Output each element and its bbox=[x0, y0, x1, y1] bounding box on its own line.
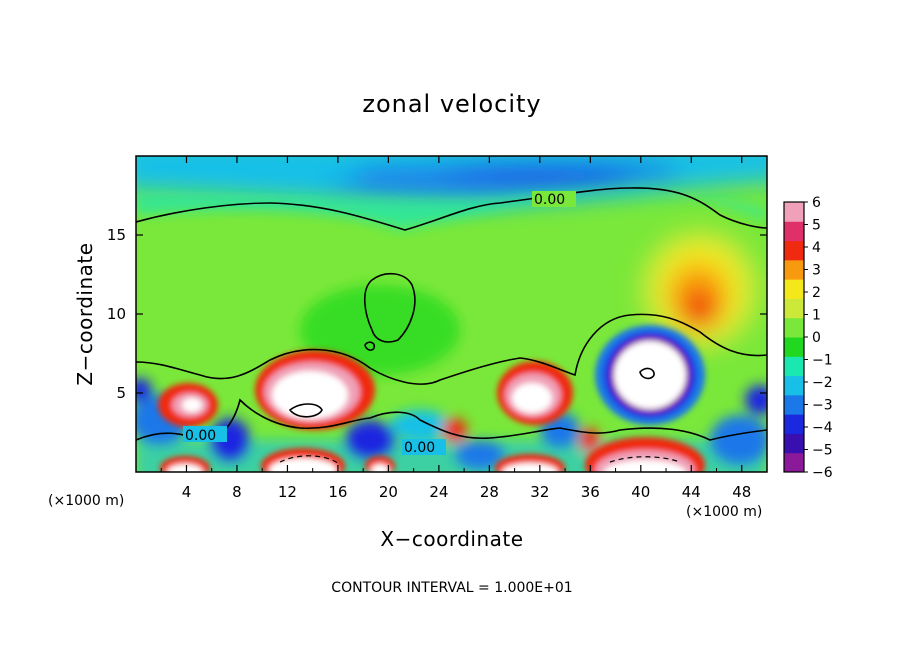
x-axis-label: X−coordinate bbox=[380, 527, 523, 551]
colorbar-tick-label: −1 bbox=[812, 353, 833, 369]
x-tick-label: 4 bbox=[182, 483, 192, 501]
x-units-right: (×1000 m) bbox=[686, 504, 762, 520]
x-tick-label: 40 bbox=[631, 483, 650, 501]
x-axis-ticks: 4 8 12 16 20 24 28 32 36 40 44 48 bbox=[160, 156, 751, 501]
x-tick-label: 32 bbox=[530, 483, 549, 501]
colorbar-tick-label: 0 bbox=[812, 330, 821, 346]
y-axis-label: Z−coordinate bbox=[73, 242, 97, 385]
colorbar-tick-label: 3 bbox=[812, 263, 821, 279]
colorbar-swatch bbox=[784, 298, 804, 319]
contour-interval-note: CONTOUR INTERVAL = 1.000E+01 bbox=[331, 580, 572, 596]
x-tick-label: 8 bbox=[232, 483, 242, 501]
contour-label: 0.00 bbox=[534, 192, 565, 208]
x-tick-label: 20 bbox=[379, 483, 398, 501]
colorbar-tick-label: 4 bbox=[812, 240, 821, 256]
y-tick-label: 15 bbox=[107, 226, 126, 244]
colorbar-tick-label: −6 bbox=[812, 465, 833, 481]
colorbar-swatch bbox=[784, 433, 804, 454]
colorbar-swatch bbox=[784, 240, 804, 261]
x-tick-label: 16 bbox=[328, 483, 347, 501]
x-tick-label: 24 bbox=[429, 483, 448, 501]
colorbar-swatch bbox=[784, 337, 804, 357]
colorbar-swatch bbox=[784, 394, 804, 415]
x-tick-label: 12 bbox=[278, 483, 297, 501]
contour-label: 0.00 bbox=[185, 428, 216, 444]
x-tick-label: 48 bbox=[732, 483, 751, 501]
colorbar-tick-label: 1 bbox=[812, 308, 821, 324]
colorbar: 6 5 4 3 2 1 0 −1 −2 −3 −4 −5 −6 bbox=[783, 195, 833, 481]
y-tick-label: 10 bbox=[107, 305, 126, 323]
colorbar-swatch bbox=[784, 452, 804, 473]
colorbar-tick-label: 6 bbox=[812, 195, 821, 211]
x-tick-label: 36 bbox=[581, 483, 600, 501]
colorbar-tick-label: −2 bbox=[812, 375, 833, 391]
colorbar-tick-label: 2 bbox=[812, 285, 821, 301]
colorbar-swatch bbox=[784, 414, 804, 434]
x-tick-label: 28 bbox=[480, 483, 499, 501]
colorbar-tick-label: −4 bbox=[812, 420, 833, 436]
colorbar-swatch bbox=[784, 317, 804, 338]
colorbar-tick-label: −3 bbox=[812, 398, 833, 414]
heatmap-field bbox=[136, 156, 767, 472]
colorbar-swatch bbox=[784, 202, 804, 222]
colorbar-swatch bbox=[784, 356, 804, 377]
chart-title: zonal velocity bbox=[362, 90, 541, 118]
colorbar-swatch bbox=[784, 221, 804, 242]
y-axis-ticks: 5 10 15 bbox=[107, 226, 767, 402]
x-tick-label: 44 bbox=[682, 483, 701, 501]
colorbar-swatch bbox=[784, 375, 804, 396]
colorbar-tick-label: 5 bbox=[812, 218, 821, 234]
y-tick-label: 5 bbox=[116, 384, 126, 402]
contour-label: 0.00 bbox=[404, 440, 435, 456]
colorbar-tick-label: −5 bbox=[812, 443, 833, 459]
colorbar-swatch bbox=[784, 279, 804, 299]
colorbar-swatch bbox=[784, 259, 804, 280]
zero-contours bbox=[136, 187, 767, 442]
x-units-left: (×1000 m) bbox=[48, 493, 124, 509]
